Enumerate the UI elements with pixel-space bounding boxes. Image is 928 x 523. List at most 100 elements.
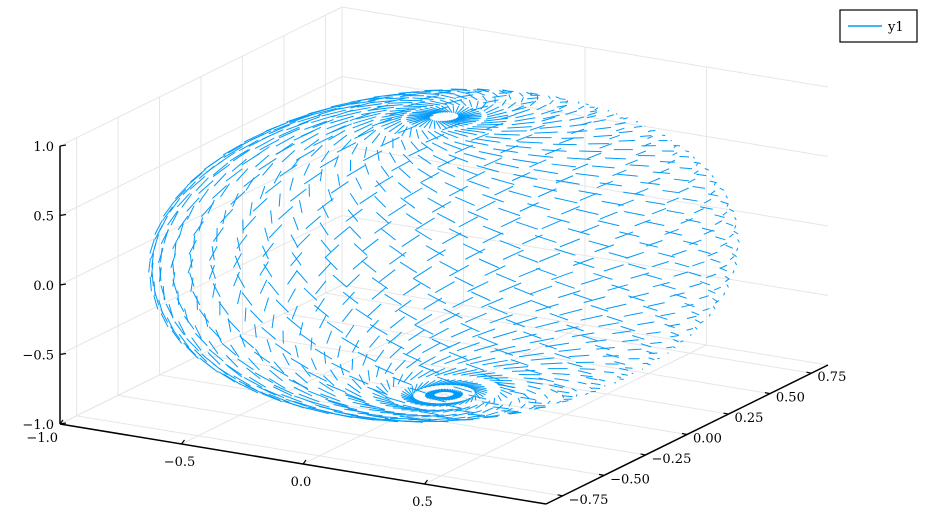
quiver-arrow-474 xyxy=(608,252,629,259)
quiver-arrow-884 xyxy=(484,265,506,276)
quiver-arrow-112 xyxy=(431,142,448,152)
quiver-arrow-980 xyxy=(305,407,329,415)
quiver-arrow-490 xyxy=(397,125,417,134)
quiver-arrow-25 xyxy=(414,117,431,127)
quiver-arrow-504 xyxy=(236,273,246,288)
quiver-arrow-262 xyxy=(255,154,270,168)
quiver-arrow-567 xyxy=(500,145,519,154)
quiver-arrow-226 xyxy=(319,169,323,182)
quiver-arrow-554 xyxy=(645,274,663,280)
quiver-arrow-1231 xyxy=(472,389,486,396)
quiver-arrow-801 xyxy=(625,251,645,259)
quiver-arrow-947 xyxy=(501,410,517,412)
quiver-arrow-1074 xyxy=(579,368,596,370)
quiver-arrow-198 xyxy=(541,149,567,152)
quiver-arrow-932 xyxy=(254,324,257,338)
quiver-arrow-491 xyxy=(354,129,375,139)
quiver-arrow-82 xyxy=(514,117,536,122)
quiver-arrow-75 xyxy=(454,129,477,136)
quiver-arrow-693 xyxy=(212,227,224,242)
quiver-arrow-114 xyxy=(454,141,476,149)
quiver-arrow-197 xyxy=(528,154,554,158)
quiver-arrow-229 xyxy=(375,180,386,192)
quiver-arrow-1078 xyxy=(545,342,570,348)
quiver-arrow-37 xyxy=(450,119,477,123)
quiver-arrow-721 xyxy=(664,228,680,235)
quiver-arrow-1032 xyxy=(598,379,606,382)
quiver-arrow-646 xyxy=(511,172,531,182)
quiver-arrow-451 xyxy=(371,118,393,127)
quiver-arrow-1081 xyxy=(473,343,499,352)
quiver-arrow-6 xyxy=(457,106,470,115)
quiver-arrow-440 xyxy=(709,180,718,184)
quiver-arrow-522 xyxy=(693,170,699,175)
quiver-arrow-922 xyxy=(529,285,553,295)
quiver-arrow-1103 xyxy=(427,418,449,421)
quiver-arrow-959 xyxy=(605,303,627,310)
quiver-arrow-773 xyxy=(208,264,215,280)
quiver-arrow-81 xyxy=(511,121,535,126)
quiver-arrow-1195 xyxy=(489,379,513,382)
quiver-arrow-755 xyxy=(712,306,716,310)
quiver-arrow-1131 xyxy=(351,378,362,390)
quiver-arrow-584 xyxy=(250,309,263,324)
quiver-arrow-351 xyxy=(448,228,469,239)
quiver-arrow-43 xyxy=(486,111,507,118)
quiver-arrow-360 xyxy=(679,167,693,170)
quiver-arrow-394 xyxy=(567,228,590,236)
quiver-arrow-793 xyxy=(673,339,679,343)
quiver-arrow-1037 xyxy=(585,339,607,343)
quiver-arrow-248 xyxy=(529,92,538,95)
quiver-arrow-430 xyxy=(439,261,459,272)
quiver-arrow-657 xyxy=(150,262,154,278)
quiver-arrow-341 xyxy=(213,173,227,187)
quiver-arrow-609 xyxy=(391,160,411,172)
quiver-arrow-1030 xyxy=(575,394,578,397)
quiver-arrow-559 xyxy=(729,208,735,213)
quiver-arrow-744 xyxy=(308,371,328,382)
quiver-arrow-654 xyxy=(193,221,204,236)
quiver-arrow-400 xyxy=(696,173,707,177)
quiver-arrow-645 xyxy=(555,175,574,184)
quiver-arrow-48 xyxy=(476,101,479,109)
quiver-arrow-251 xyxy=(443,89,461,92)
quiver-arrow-86 xyxy=(507,101,517,109)
quiver-arrow-650 xyxy=(331,181,349,194)
quiver-arrow-1224 xyxy=(452,399,468,407)
quiver-arrow-184 xyxy=(310,144,323,157)
quiver-arrow-287 xyxy=(559,98,566,100)
quiver-arrow-798 xyxy=(706,273,717,279)
quiver-arrow-63 xyxy=(381,118,402,127)
quiver-arrow-1237 xyxy=(451,382,478,386)
quiver-arrow-871 xyxy=(621,373,628,376)
quiver-arrow-73 xyxy=(440,130,459,139)
quiver-arrow-1001 xyxy=(513,317,538,326)
quiver-arrow-509 xyxy=(427,293,447,305)
quiver-arrow-553 xyxy=(611,284,630,291)
quiver-arrow-219 xyxy=(286,121,310,131)
quiver-arrow-972 xyxy=(266,339,272,353)
quiver-arrow-685 xyxy=(538,188,557,198)
quiver-arrow-410 xyxy=(429,106,449,113)
quiver-arrow-401 xyxy=(693,161,701,164)
quiver-arrow-164 xyxy=(565,110,578,115)
quiver-arrow-1084 xyxy=(422,342,441,354)
quiver-arrow-777 xyxy=(166,317,175,332)
legend: y1 xyxy=(839,9,918,43)
quiver-arrow-328 xyxy=(527,97,539,100)
quiver-arrow-592 xyxy=(590,305,609,312)
quiver-arrow-1151 xyxy=(526,389,537,395)
quiver-arrow-241 xyxy=(618,139,636,142)
quiver-arrow-637 xyxy=(731,253,737,258)
quiver-arrow-44 xyxy=(486,108,504,116)
quiver-arrow-446 xyxy=(580,121,592,126)
quiver-arrow-708 xyxy=(465,363,485,371)
quiver-arrow-65 xyxy=(388,122,403,133)
quiver-arrow-335 xyxy=(289,114,312,124)
quiver-arrow-204 xyxy=(587,112,597,116)
quiver-arrow-748 xyxy=(481,373,500,381)
quiver-arrow-759 xyxy=(707,251,718,257)
quiver-arrow-998 xyxy=(598,322,620,327)
quiver-arrow-1196 xyxy=(483,377,509,379)
quiver-arrow-978 xyxy=(268,393,290,403)
